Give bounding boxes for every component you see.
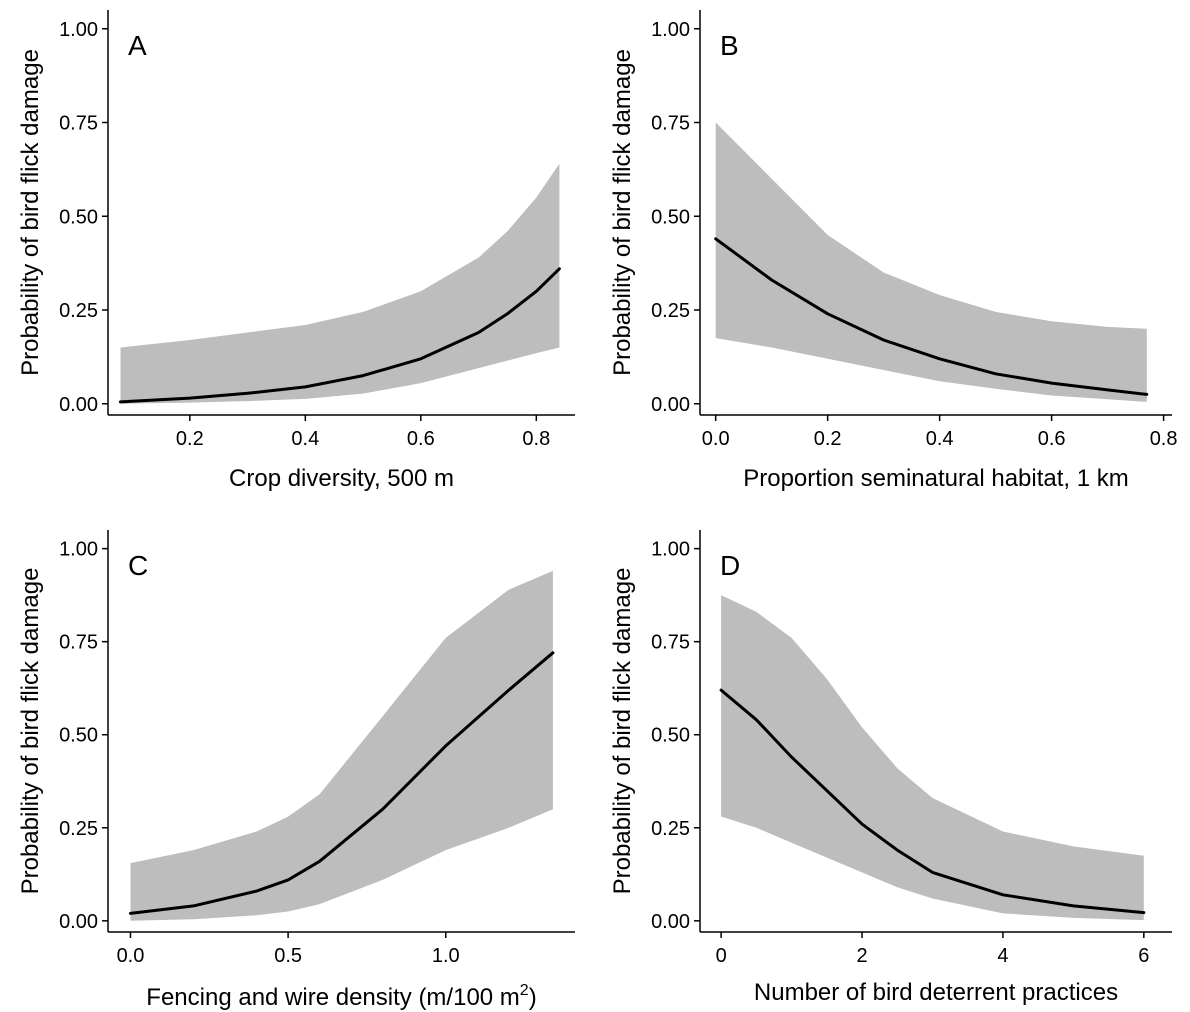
panel-b-y-tick-label: 0.75 <box>651 113 690 135</box>
panel-c-fitted-line <box>129 651 555 915</box>
panel-b-x-tick-label: 0.4 <box>926 428 954 450</box>
panel-d-x-tick-label: 0 <box>716 945 727 967</box>
panel-a-y-axis-title: Probability of bird flick damage <box>17 49 44 376</box>
panel-c-x-tick-label: 0.0 <box>117 945 145 967</box>
panel-d-y-tick-label: 0.25 <box>651 818 690 840</box>
panel-d-y-tick-label: 0.50 <box>651 725 690 747</box>
panel-a-y-tick-label: 1.00 <box>59 19 98 41</box>
panel-a-letter: A <box>128 30 147 61</box>
panel-d: 0.00 0.25 0.50 0.75 1.00 0 2 4 6 D Probability of … <box>609 530 1172 1006</box>
panel-d-letter: D <box>720 550 740 581</box>
panel-a-fitted-line <box>119 267 561 404</box>
panel-a-x-tick-label: 0.4 <box>291 428 319 450</box>
panel-c-x-tick-label: 0.5 <box>274 945 302 967</box>
panel-c-x-tick-label: 1.0 <box>432 945 460 967</box>
panel-c-confidence-band <box>130 570 553 921</box>
panel-d-y-tick-label: 0.75 <box>651 632 690 654</box>
panel-a-x-tick-label: 0.2 <box>176 428 204 450</box>
panel-d-x-tick-label: 4 <box>997 945 1008 967</box>
panel-a-y-tick-label: 0.25 <box>59 300 98 322</box>
panel-a: 0.00 0.25 0.50 0.75 1.00 0.2 0.4 0.6 0.8 A Probabi… <box>17 10 575 492</box>
panel-d-y-axis-title: Probability of bird flick damage <box>609 568 636 895</box>
panel-b-y-tick-label: 1.00 <box>651 19 690 41</box>
panel-a-y-tick-label: 0.75 <box>59 113 98 135</box>
panel-b-y-tick-label: 0.00 <box>651 394 690 416</box>
panel-d-x-tick-label: 2 <box>856 945 867 967</box>
panel-b-letter: B <box>720 30 739 61</box>
panel-b-confidence-band <box>715 122 1147 402</box>
panel-c-y-tick-label: 0.50 <box>59 725 98 747</box>
panel-b-y-tick-label: 0.25 <box>651 300 690 322</box>
panel-a-x-tick-label: 0.8 <box>522 428 550 450</box>
panel-d-confidence-band <box>721 595 1144 921</box>
panel-b-x-tick-label: 0.6 <box>1038 428 1066 450</box>
panel-a-x-tick-label: 0.6 <box>407 428 435 450</box>
panel-c-y-tick-label: 0.75 <box>59 632 98 654</box>
panel-c-y-tick-label: 0.00 <box>59 911 98 933</box>
panel-c-y-tick-label: 1.00 <box>59 539 98 561</box>
panel-c-letter: C <box>128 550 148 581</box>
panel-b-fitted-line <box>714 237 1149 396</box>
panel-c: 0.00 0.25 0.50 0.75 1.00 0.0 0.5 1.0 C Probabilit… <box>17 530 575 1011</box>
panel-b: 0.00 0.25 0.50 0.75 1.00 0.0 0.2 0.4 0.6 0.8 B Prob… <box>609 10 1178 492</box>
panel-d-y-tick-label: 1.00 <box>651 539 690 561</box>
panel-c-x-axis-title: Fencing and wire density (m/100 m2) <box>146 982 536 1011</box>
panel-b-x-tick-label: 0.8 <box>1150 428 1178 450</box>
panel-c-y-axis-title: Probability of bird flick damage <box>17 568 44 895</box>
panel-a-y-tick-label: 0.00 <box>59 394 98 416</box>
panel-d-x-tick-label: 6 <box>1138 945 1149 967</box>
panel-a-x-axis-title: Crop diversity, 500 m <box>229 465 454 492</box>
panel-d-x-axis-title: Number of bird deterrent practices <box>754 979 1118 1006</box>
panel-b-x-tick-label: 0.0 <box>702 428 730 450</box>
panel-d-y-tick-label: 0.00 <box>651 911 690 933</box>
panel-c-y-tick-label: 0.25 <box>59 818 98 840</box>
panel-b-y-axis-title: Probability of bird flick damage <box>609 49 636 376</box>
panel-b-x-axis-title: Proportion seminatural habitat, 1 km <box>743 465 1129 492</box>
panel-a-y-tick-label: 0.50 <box>59 206 98 228</box>
panel-b-y-tick-label: 0.50 <box>651 206 690 228</box>
panel-b-x-tick-label: 0.2 <box>814 428 842 450</box>
panel-d-fitted-line <box>719 688 1146 915</box>
panel-a-confidence-band <box>120 163 560 404</box>
